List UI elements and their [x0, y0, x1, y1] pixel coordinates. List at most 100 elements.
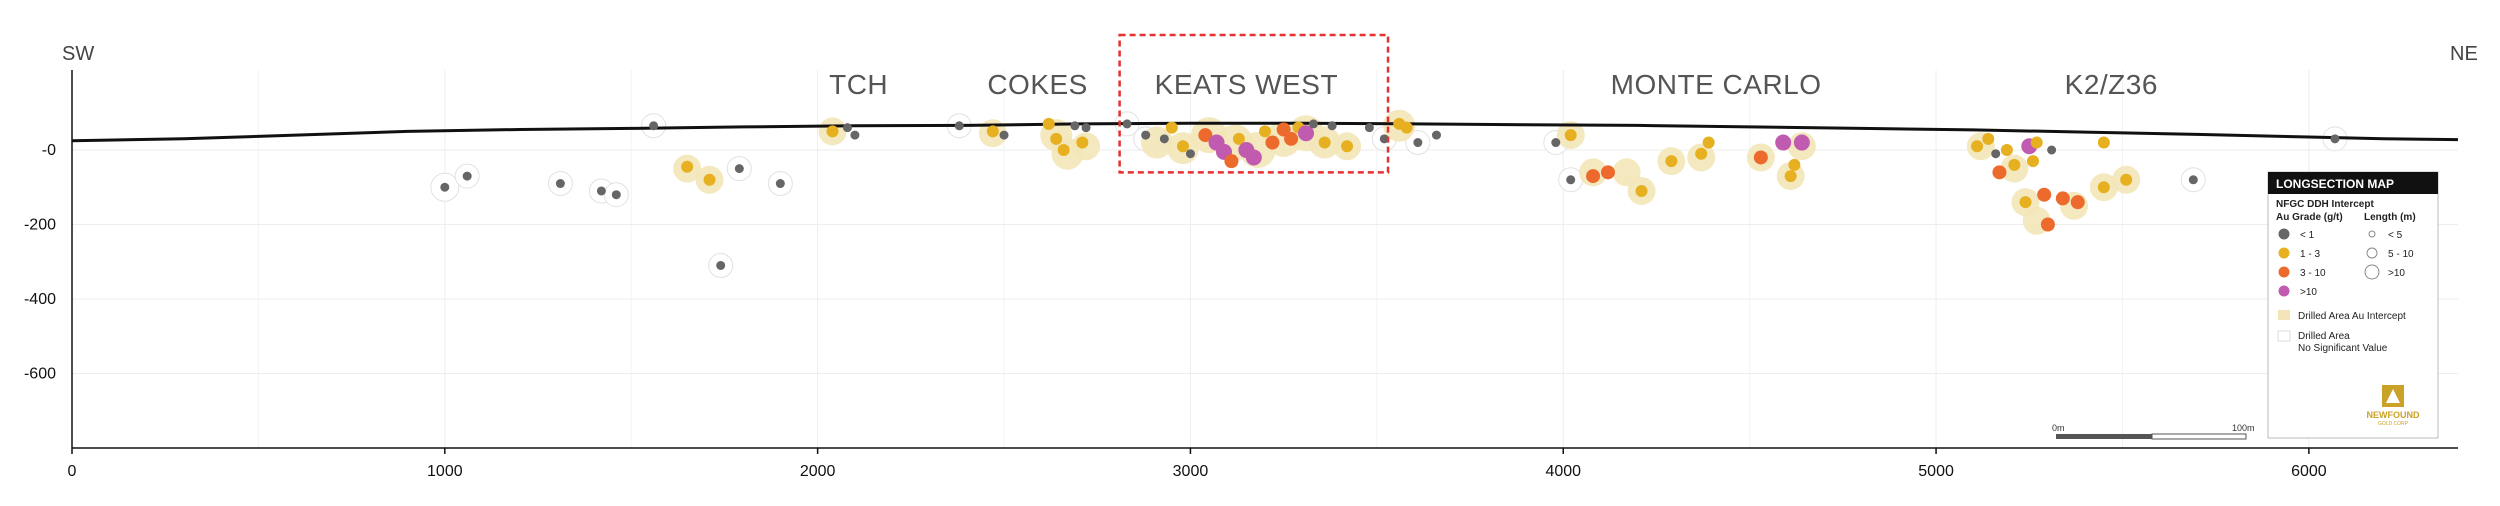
- legend-grade-header: Au Grade (g/t): [2276, 212, 2343, 223]
- legend-box: [2267, 171, 2439, 439]
- intercept-point: [1665, 155, 1678, 168]
- scale-bar-light: [2151, 433, 2247, 440]
- intercept-point: [2026, 155, 2039, 168]
- intercept-point: [1057, 144, 1070, 156]
- intercept-point: [2037, 187, 2052, 202]
- legend-grade-gt10: >10: [2300, 287, 2317, 298]
- drilled-area-au-intercept: [1612, 158, 1641, 187]
- logo-sub: GOLD CORP: [2378, 421, 2409, 427]
- y-tick-label: -600: [24, 366, 56, 383]
- legend-length-swatch-medium: [2366, 247, 2378, 259]
- legend-header: [2268, 172, 2438, 194]
- intercept-point: [1788, 158, 1801, 171]
- x-tick-label: 1000: [427, 463, 463, 480]
- intercept-point: [1600, 165, 1615, 180]
- intercept-point: [2019, 196, 2032, 209]
- intercept-point: [986, 125, 999, 138]
- intercept-point: [1070, 121, 1080, 131]
- x-tick-label: 2000: [800, 463, 836, 480]
- intercept-point: [1551, 138, 1561, 148]
- intercept-point: [1076, 136, 1089, 149]
- legend-length-swatch-large: [2364, 264, 2380, 280]
- intercept-point: [1400, 121, 1413, 134]
- x-tick-label: 4000: [1545, 463, 1581, 480]
- intercept-point: [649, 121, 659, 131]
- legend: LONGSECTION MAP NFGC DDH Intercept Au Gr…: [2267, 171, 2439, 439]
- intercept-point: [1122, 119, 1132, 129]
- intercept-point: [2097, 136, 2110, 149]
- intercept-point: [2330, 134, 2340, 144]
- intercept-point: [1341, 140, 1354, 153]
- intercept-point: [1586, 169, 1601, 184]
- intercept-point: [1775, 134, 1792, 151]
- intercept-point: [2097, 181, 2110, 194]
- legend-drilled-none-swatch: [2277, 330, 2291, 342]
- intercept-point: [1050, 132, 1063, 145]
- legend-length-swatch-small: [2368, 230, 2376, 238]
- intercept-point: [1081, 123, 1091, 133]
- intercept-point: [2008, 158, 2021, 171]
- intercept-point: [826, 125, 839, 138]
- intercept-point: [775, 179, 785, 189]
- legend-grade-1-3: 1 - 3: [2300, 249, 2320, 260]
- x-tick-label: 5000: [1918, 463, 1954, 480]
- intercept-point: [1784, 170, 1797, 183]
- intercept-point: [1793, 134, 1810, 151]
- legend-drilled-au: Drilled Area Au Intercept: [2298, 311, 2406, 322]
- intercept-point: [1308, 119, 1318, 129]
- scale-bar-dark: [2056, 434, 2152, 439]
- intercept-point: [2188, 175, 2198, 185]
- scale-start-label: 0m: [2052, 423, 2065, 433]
- intercept-point: [2040, 217, 2055, 232]
- zone-label-layer: TCH COKES KEATS WEST MONTE CARLO K2/Z36: [829, 69, 2158, 100]
- intercept-point: [1265, 135, 1280, 150]
- intercept-point: [1318, 136, 1331, 149]
- legend-swatch-3-10: [2278, 266, 2290, 278]
- intercept-point: [596, 186, 606, 196]
- legend-drilled-none-line2: No Significant Value: [2298, 343, 2388, 354]
- intercept-point: [1431, 130, 1441, 140]
- zone-label: TCH: [829, 69, 888, 100]
- intercept-point: [1042, 117, 1055, 130]
- intercept-point: [1198, 128, 1213, 143]
- legend-swatch-1-3: [2278, 247, 2290, 259]
- zone-label: MONTE CARLO: [1611, 69, 1822, 100]
- keats-west-highlight-box: [1118, 33, 1390, 174]
- intercept-point: [999, 130, 1009, 140]
- intercept-point: [1379, 134, 1389, 144]
- legend-drilled-none-line1: Drilled Area: [2298, 331, 2350, 342]
- intercept-point: [611, 190, 621, 200]
- x-tick-label: 6000: [2291, 463, 2327, 480]
- corner-label-sw: SW: [62, 43, 94, 65]
- intercept-point: [1298, 125, 1315, 142]
- intercept-point: [716, 260, 726, 270]
- intercept-point: [462, 171, 472, 181]
- intercept-point: [703, 173, 716, 186]
- legend-length-5-10: 5 - 10: [2388, 249, 2414, 260]
- y-tick-label: -0: [42, 142, 56, 159]
- intercept-point: [734, 164, 744, 174]
- intercept-point: [1564, 129, 1577, 142]
- x-tick-label: 3000: [1173, 463, 1209, 480]
- intercept-point: [1165, 121, 1178, 134]
- intercept-point: [1992, 165, 2007, 180]
- legend-subtitle: NFGC DDH Intercept: [2276, 199, 2374, 210]
- intercept-point: [1276, 122, 1291, 137]
- intercept-point: [954, 121, 964, 131]
- legend-title: LONGSECTION MAP: [2276, 177, 2394, 191]
- intercept-point: [2070, 195, 2085, 210]
- zone-label: COKES: [987, 69, 1088, 100]
- zone-label: K2/Z36: [2065, 69, 2158, 100]
- scale-bar: 0m 100m: [2052, 423, 2255, 440]
- intercept-point: [2030, 136, 2043, 149]
- intercept-point: [1364, 123, 1374, 133]
- intercept-point: [2120, 173, 2133, 186]
- intercept-point: [1159, 134, 1169, 144]
- intercept-point: [1566, 175, 1576, 185]
- legend-drilled-au-swatch: [2278, 310, 2290, 320]
- intercept-point: [1991, 149, 2001, 159]
- intercept-point: [1259, 125, 1271, 138]
- intercept-point: [1702, 136, 1715, 149]
